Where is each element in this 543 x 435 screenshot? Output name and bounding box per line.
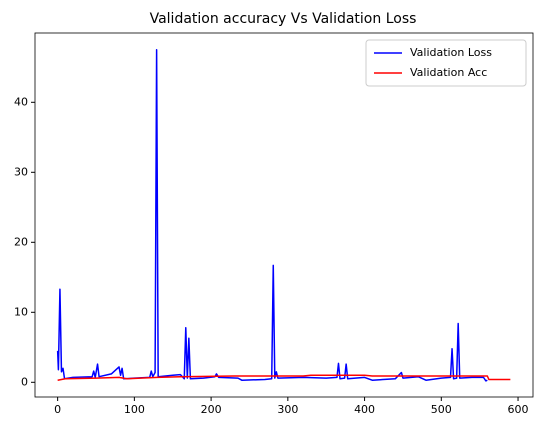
legend-label: Validation Acc bbox=[410, 66, 487, 79]
x-tick-label: 400 bbox=[354, 403, 375, 416]
y-tick-label: 0 bbox=[21, 375, 28, 388]
x-tick-label: 200 bbox=[201, 403, 222, 416]
x-tick-label: 100 bbox=[124, 403, 145, 416]
y-tick-label: 30 bbox=[14, 165, 28, 178]
y-tick-label: 40 bbox=[14, 95, 28, 108]
plot-frame bbox=[34, 32, 534, 398]
legend-label: Validation Loss bbox=[410, 46, 492, 59]
x-tick-label: 600 bbox=[508, 403, 529, 416]
x-tick-label: 500 bbox=[431, 403, 452, 416]
chart-title: Validation accuracy Vs Validation Loss bbox=[150, 11, 417, 27]
x-tick-label: 0 bbox=[54, 403, 61, 416]
x-tick-label: 300 bbox=[277, 403, 298, 416]
legend-box bbox=[365, 39, 527, 87]
data-line bbox=[56, 49, 488, 382]
y-tick-label: 20 bbox=[14, 235, 28, 248]
y-tick-label: 10 bbox=[14, 305, 28, 318]
data-line bbox=[57, 374, 511, 381]
